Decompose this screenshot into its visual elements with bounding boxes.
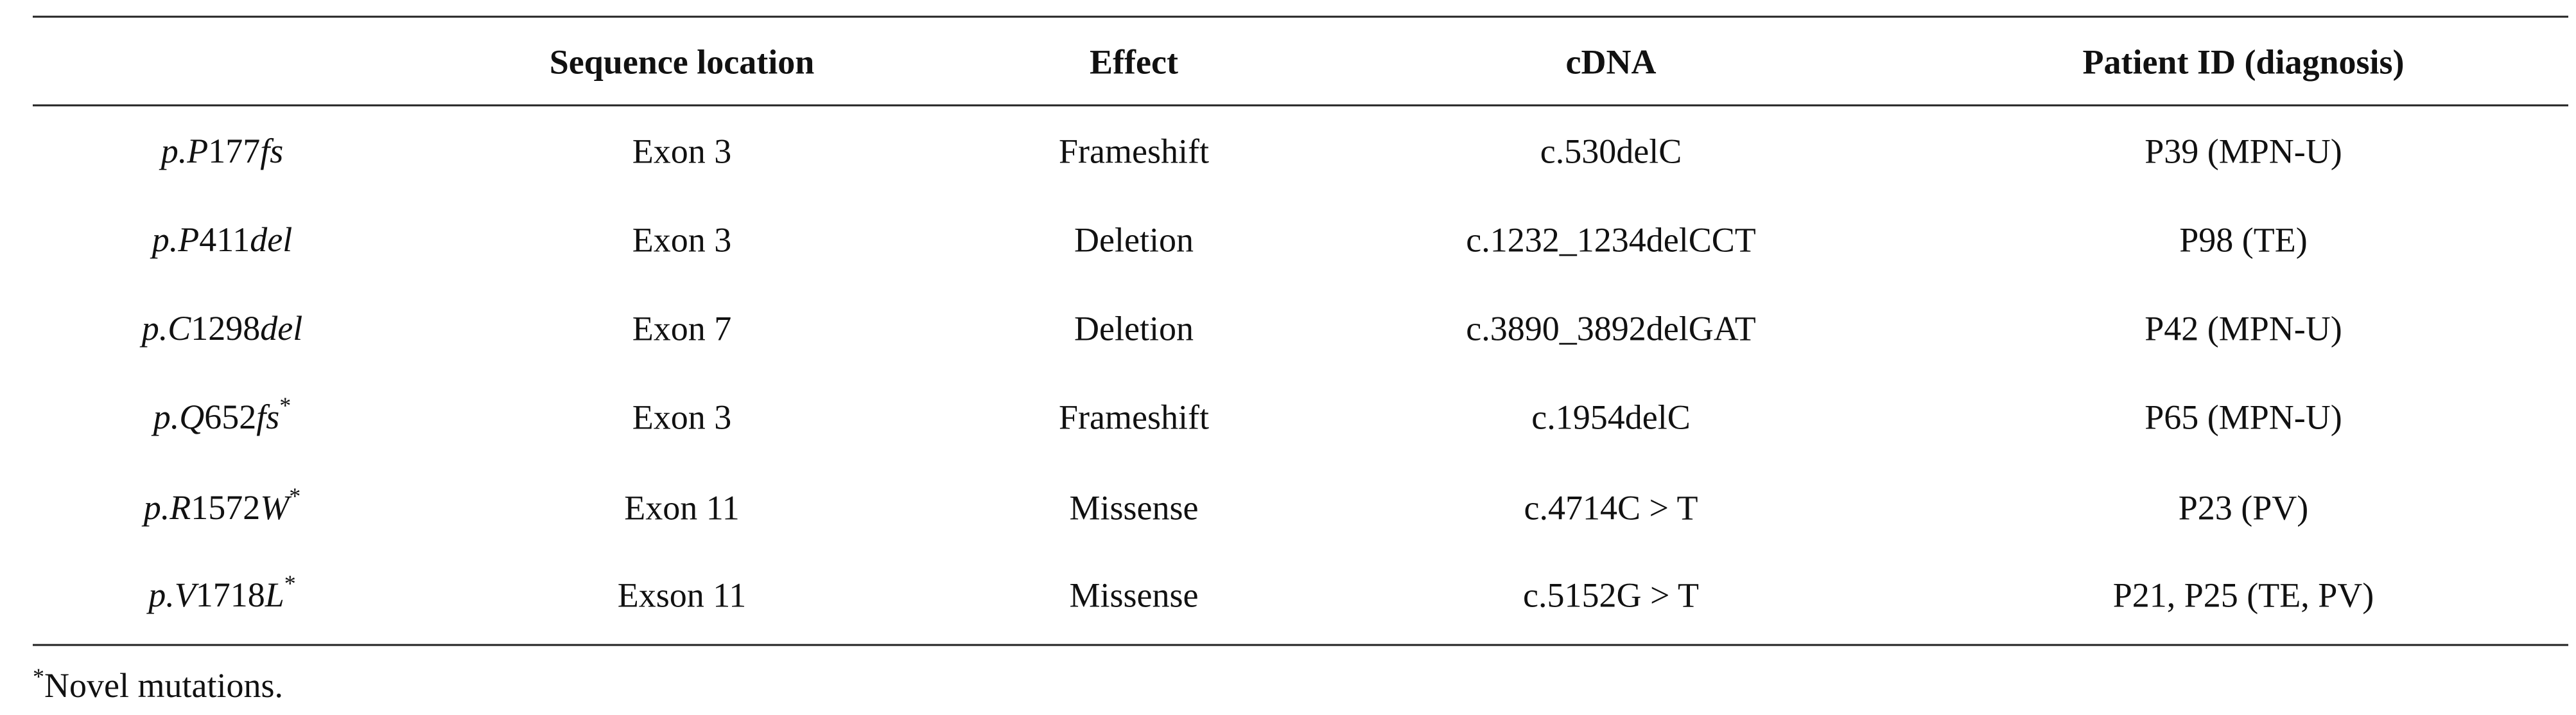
cell: Deletion <box>1074 220 1194 259</box>
cell: Exon 3 <box>632 220 732 259</box>
cell: P23 (PV) <box>2179 488 2309 527</box>
cell: Exon 3 <box>632 398 732 436</box>
cell: c.1232_1234delCCT <box>1466 220 1755 259</box>
cell: Deletion <box>1074 309 1194 348</box>
mutation-name: p.V1718L <box>146 576 284 614</box>
cell: Exon 3 <box>632 132 732 170</box>
cell: Frameshift <box>1059 398 1209 436</box>
cell: c.3890_3892delGAT <box>1466 309 1755 348</box>
mutation-cell: p.P411del <box>150 220 292 259</box>
footnote: *Novel mutations. <box>33 664 283 705</box>
footnote-mark: * <box>284 570 296 596</box>
cell: Frameshift <box>1059 132 1209 170</box>
mutation-name: p.P411del <box>150 220 292 259</box>
cell: P65 (MPN-U) <box>2145 398 2342 436</box>
column-header: Sequence location <box>550 42 815 81</box>
cell: c.1954delC <box>1531 398 1690 436</box>
cell: Missense <box>1070 576 1199 614</box>
cell: P21, P25 (TE, PV) <box>2113 576 2374 614</box>
mutation-cell: p.C1298del <box>139 309 303 348</box>
cell: c.530delC <box>1540 132 1682 170</box>
footnote-mark: * <box>33 664 44 689</box>
footnote-mark: * <box>289 483 300 509</box>
cell: P42 (MPN-U) <box>2145 309 2342 348</box>
cell: c.4714C > T <box>1524 488 1698 527</box>
footnote-text: Novel mutations. <box>44 666 283 705</box>
column-header: cDNA <box>1566 42 1657 81</box>
cell: c.5152G > T <box>1523 576 1699 614</box>
cell: Missense <box>1070 488 1199 527</box>
cell: Exon 11 <box>624 488 739 527</box>
mutation-cell: p.Q652fs* <box>151 393 292 436</box>
cell: P98 (TE) <box>2179 220 2307 259</box>
cell: P39 (MPN-U) <box>2145 132 2342 170</box>
cell: Exon 7 <box>632 309 732 348</box>
mutation-name: p.R1572W <box>141 488 293 527</box>
mutation-cell: p.R1572W* <box>141 483 300 527</box>
column-header: Patient ID (diagnosis) <box>2082 42 2404 81</box>
cell: Exson 11 <box>618 576 747 614</box>
mutation-name: p.P177fs <box>159 132 284 170</box>
footnote-mark: * <box>279 393 291 418</box>
column-header: Effect <box>1090 42 1178 81</box>
mutation-name: p.Q652fs <box>151 398 280 436</box>
mutation-cell: p.P177fs <box>159 132 284 170</box>
mutation-cell: p.V1718L* <box>146 570 296 614</box>
mutation-name: p.C1298del <box>139 309 303 348</box>
